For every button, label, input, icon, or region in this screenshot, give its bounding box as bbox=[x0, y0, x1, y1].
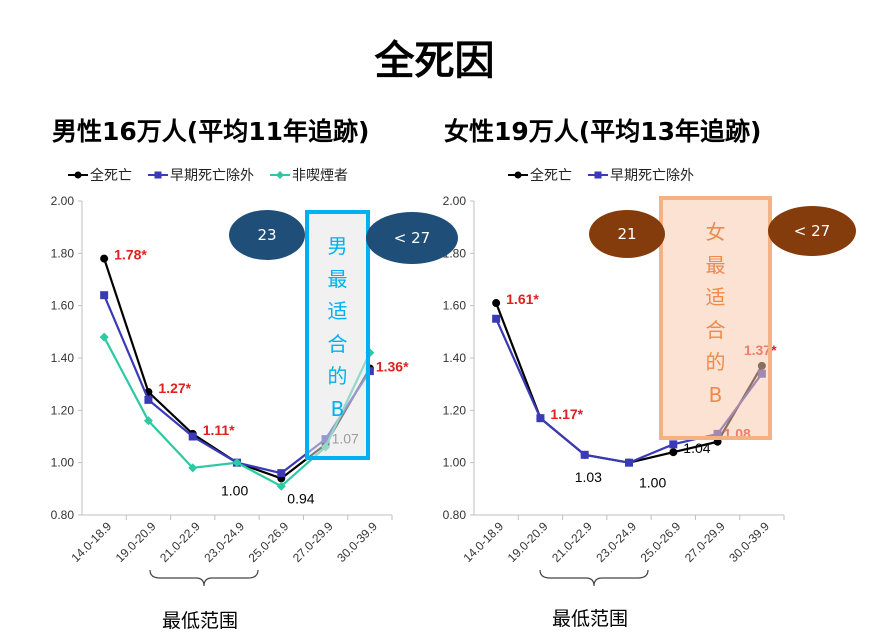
male-ytick-label-2: 1.20 bbox=[51, 403, 75, 417]
female-box-char-5: B bbox=[708, 382, 723, 407]
female-legend-label-1: 早期死亡除外 bbox=[610, 168, 694, 184]
female-min-range-label: 最低范围 bbox=[552, 608, 629, 630]
female-xtick-label-4: 25.0-26.9 bbox=[638, 519, 684, 565]
female-ytick-label-2: 1.20 bbox=[443, 403, 467, 417]
female-box-char-2: 适 bbox=[705, 285, 726, 310]
male-box-char-0: 男 bbox=[327, 234, 348, 258]
male-ytick-label-4: 1.60 bbox=[51, 299, 75, 313]
female-data-label-2: 1.03 bbox=[575, 469, 602, 485]
female-series-1-point-1 bbox=[536, 414, 545, 423]
male-min-range-label: 最低范围 bbox=[162, 610, 239, 632]
male-xtick-label-0: 14.0-18.9 bbox=[69, 519, 115, 565]
male-legend-marker-0 bbox=[74, 171, 82, 179]
female-series-1-point-2 bbox=[580, 450, 589, 459]
page-title: 全死因 bbox=[374, 38, 495, 84]
female-legend-marker-0 bbox=[514, 171, 522, 179]
male-data-label-0: 1.78* bbox=[114, 247, 147, 263]
female-data-label-0: 1.61* bbox=[506, 291, 539, 307]
female-series-0-point-0 bbox=[492, 299, 501, 308]
male-series-2-point-0 bbox=[99, 332, 109, 342]
male-box-char-2: 适 bbox=[327, 299, 348, 324]
male-box-char-4: 的 bbox=[327, 364, 348, 389]
female-xtick-label-0: 14.0-18.9 bbox=[461, 519, 507, 565]
male-data-label-1: 1.27* bbox=[158, 380, 191, 396]
female-ytick-label-3: 1.40 bbox=[443, 351, 467, 365]
male-xtick-label-1: 19.0-20.9 bbox=[113, 519, 159, 565]
female-data-label-1: 1.17* bbox=[550, 406, 583, 422]
female-data-label-3: 1.00 bbox=[639, 475, 666, 491]
female-xtick-label-6: 30.0-39.9 bbox=[726, 519, 772, 565]
male-box-char-3: 合 bbox=[327, 331, 348, 356]
male-ytick-label-1: 1.00 bbox=[51, 456, 75, 470]
female-xtick-label-1: 19.0-20.9 bbox=[505, 519, 551, 565]
female-bmi-27-bubble: < 27 bbox=[768, 206, 856, 256]
male-series-0-point-0 bbox=[100, 254, 109, 263]
male-data-label-4: 0.94 bbox=[287, 490, 314, 506]
male-data-label-3: 1.00 bbox=[221, 483, 248, 499]
female-data-label-4: 1.04 bbox=[683, 440, 710, 456]
male-ytick-label-0: 0.80 bbox=[51, 508, 75, 522]
male-bmi-27-bubble: < 27 bbox=[366, 212, 458, 264]
female-xtick-label-3: 23.0-24.9 bbox=[593, 519, 639, 565]
female-panel-title: 女性19万人(平均13年追跡) bbox=[444, 117, 762, 146]
male-series-2-point-3 bbox=[232, 458, 242, 468]
male-series-1-point-0 bbox=[100, 291, 109, 300]
female-ytick-label-0: 0.80 bbox=[443, 508, 467, 522]
male-series-1-point-2 bbox=[188, 432, 197, 441]
male-xtick-label-2: 21.0-22.9 bbox=[157, 519, 203, 565]
female-box-char-1: 最 bbox=[705, 252, 726, 277]
male-legend-marker-1 bbox=[154, 171, 162, 179]
male-legend-label-1: 早期死亡除外 bbox=[170, 168, 254, 184]
male-ytick-label-3: 1.40 bbox=[51, 351, 75, 365]
male-legend-marker-2 bbox=[276, 171, 284, 179]
female-bmi-21-bubble: 21 bbox=[589, 210, 665, 258]
male-series-1-point-1 bbox=[144, 395, 153, 404]
male-legend-label-2: 非喫煙者 bbox=[292, 168, 348, 184]
male-bmi-23-bubble: 23 bbox=[229, 210, 305, 260]
female-ytick-label-1: 1.00 bbox=[443, 456, 467, 470]
male-data-label-2: 1.11* bbox=[203, 422, 235, 438]
male-series-1-point-4 bbox=[277, 469, 286, 478]
female-legend-label-0: 全死亡 bbox=[530, 167, 572, 184]
male-series-2-point-4 bbox=[276, 481, 286, 491]
male-box-char-5: B bbox=[330, 396, 345, 421]
female-legend-marker-1 bbox=[594, 171, 602, 179]
male-xtick-label-3: 23.0-24.9 bbox=[201, 519, 247, 565]
female-box-char-4: 的 bbox=[705, 350, 726, 375]
female-ytick-label-4: 1.60 bbox=[443, 299, 467, 313]
female-series-1-point-3 bbox=[625, 458, 633, 467]
male-panel-title: 男性16万人(平均11年追跡) bbox=[52, 117, 370, 146]
female-ytick-label-6: 2.00 bbox=[443, 194, 467, 208]
male-ytick-label-5: 1.80 bbox=[51, 246, 75, 260]
male-box-char-1: 最 bbox=[327, 266, 348, 291]
male-min-range-brace bbox=[149, 569, 259, 587]
male-series-2-point-1 bbox=[143, 416, 153, 426]
female-xtick-label-5: 27.0-29.9 bbox=[682, 519, 728, 565]
female-series-0-point-4 bbox=[669, 448, 678, 457]
male-xtick-label-6: 30.0-39.9 bbox=[334, 519, 380, 565]
male-ytick-label-6: 2.00 bbox=[51, 194, 75, 208]
female-box-char-0: 女 bbox=[705, 220, 726, 244]
male-series-2-point-2 bbox=[188, 463, 198, 473]
female-xtick-label-2: 21.0-22.9 bbox=[549, 519, 595, 565]
male-xtick-label-5: 27.0-29.9 bbox=[290, 519, 336, 565]
male-legend-label-0: 全死亡 bbox=[90, 167, 132, 184]
male-xtick-label-4: 25.0-26.9 bbox=[246, 519, 292, 565]
female-series-1-point-0 bbox=[492, 314, 501, 323]
female-series-1-point-4 bbox=[669, 440, 678, 449]
female-box-char-3: 合 bbox=[705, 317, 726, 342]
female-min-range-brace bbox=[539, 569, 649, 587]
male-data-label-6: 1.36* bbox=[376, 358, 409, 374]
